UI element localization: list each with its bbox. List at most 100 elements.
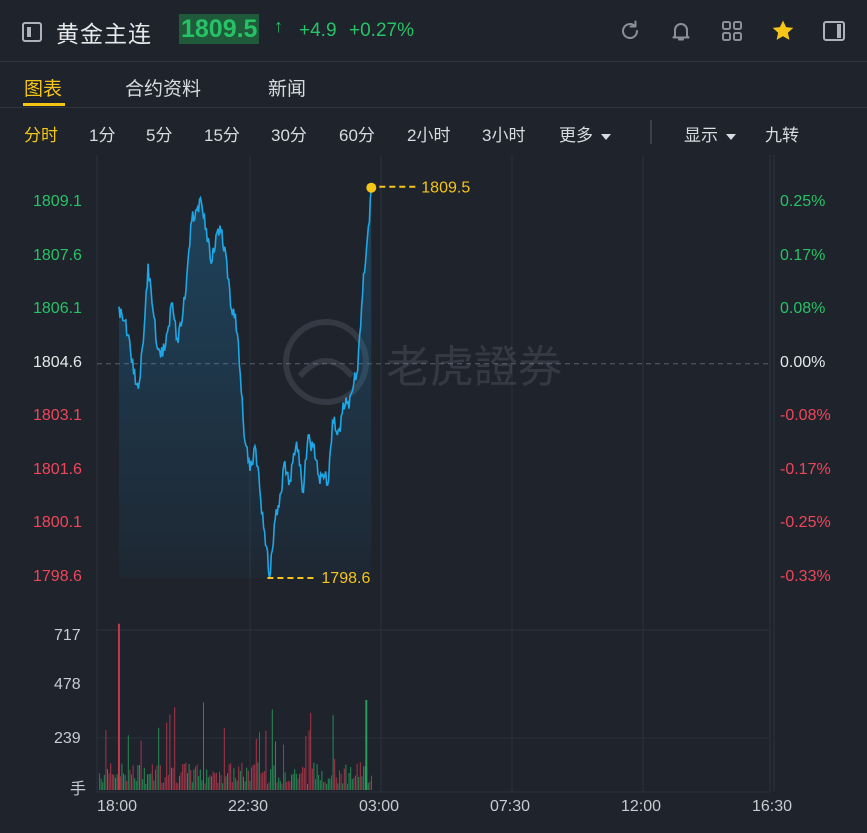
volume-bar — [227, 773, 228, 790]
star-icon[interactable] — [770, 18, 796, 44]
period-3hour[interactable]: 3小时 — [482, 126, 526, 145]
volume-bar — [142, 779, 144, 790]
volume-bar — [196, 764, 198, 790]
nine-turn-button[interactable]: 九转 — [765, 126, 799, 145]
volume-bar — [191, 782, 193, 790]
volume-bar — [222, 783, 224, 790]
volume-bar — [345, 764, 347, 790]
volume-bar — [236, 780, 238, 790]
volume-bar — [273, 765, 275, 790]
tab-news[interactable]: 新闻 — [268, 79, 307, 100]
panel-icon[interactable] — [22, 22, 42, 42]
volume-bar — [329, 778, 331, 790]
volume-bar — [353, 777, 355, 790]
volume-bar — [150, 773, 152, 790]
tab-bar: 图表 合约资料 新闻 — [0, 62, 867, 108]
period-60min[interactable]: 60分 — [339, 126, 375, 145]
volume-bar — [166, 722, 168, 790]
period-15min[interactable]: 15分 — [204, 126, 240, 145]
tab-contract-info[interactable]: 合约资料 — [125, 79, 202, 100]
volume-bar — [223, 727, 225, 790]
volume-bar — [326, 783, 328, 790]
time-tick-label: 18:00 — [97, 798, 138, 815]
volume-unit-label: 手 — [70, 781, 87, 798]
volume-bar — [108, 773, 110, 790]
volume-bar — [116, 774, 118, 790]
volume-bar — [263, 771, 265, 790]
volume-bar — [297, 778, 299, 790]
volume-bar — [179, 775, 180, 790]
period-2hour[interactable]: 2小时 — [407, 126, 451, 145]
grid-icon[interactable] — [719, 18, 745, 44]
volume-bar — [303, 768, 305, 790]
volume-bar — [225, 776, 227, 790]
period-30min[interactable]: 30分 — [271, 126, 307, 145]
volume-bar — [327, 778, 329, 790]
instrument-title: 黄金主连 — [56, 21, 152, 47]
volume-bar — [132, 765, 134, 790]
watermark: 老虎證券 — [283, 319, 562, 405]
volume-bar — [252, 765, 254, 790]
volume-bar — [103, 775, 105, 790]
refresh-icon[interactable] — [617, 18, 643, 44]
period-5min[interactable]: 5分 — [146, 126, 173, 145]
volume-bar — [175, 782, 177, 790]
volume-bar — [183, 764, 185, 790]
volume-bar — [139, 765, 140, 790]
volume-bar — [363, 766, 364, 790]
volume-bar — [111, 774, 113, 790]
price-tick-label: 1801.6 — [33, 460, 82, 478]
display-dropdown[interactable]: 显示 — [684, 121, 736, 146]
bell-icon[interactable] — [668, 18, 694, 44]
volume-bar — [215, 772, 217, 790]
volume-bar — [209, 775, 211, 790]
tab-chart[interactable]: 图表 — [24, 79, 63, 100]
period-1min[interactable]: 1分 — [89, 126, 116, 145]
time-tick-label: 16:30 — [752, 798, 793, 815]
volume-bar — [198, 775, 200, 790]
volume-bar — [243, 776, 244, 790]
volume-bar — [206, 769, 208, 790]
volume-bar — [367, 783, 369, 790]
volume-bar — [238, 766, 240, 790]
volume-bar — [169, 714, 171, 790]
sidebar-toggle-icon[interactable] — [821, 18, 847, 44]
volume-bar — [164, 777, 166, 790]
time-tick-label: 03:00 — [359, 798, 400, 815]
volume-bar — [337, 783, 339, 790]
display-label: 显示 — [684, 126, 718, 145]
volume-bar — [316, 764, 318, 790]
volume-bar — [255, 738, 257, 790]
volume-bars — [99, 623, 372, 790]
volume-bar — [319, 780, 321, 790]
percent-tick-label: 0.00% — [780, 353, 826, 371]
volume-bar — [233, 768, 235, 790]
volume-bar — [140, 740, 142, 790]
volume-bar — [131, 774, 132, 790]
volume-bar — [203, 702, 204, 790]
volume-bar — [228, 764, 230, 790]
period-timeshare[interactable]: 分时 — [24, 126, 58, 145]
volume-bar — [299, 773, 300, 790]
volume-bar — [235, 777, 236, 790]
volume-bar — [171, 767, 172, 790]
volume-bar — [279, 780, 281, 790]
period-bar: 分时 1分 5分 15分 30分 60分 2小时 3小时 更多 显示 九转 — [0, 108, 867, 154]
volume-bar — [351, 779, 353, 790]
volume-bar — [313, 762, 315, 790]
volume-bar — [115, 777, 116, 790]
volume-bar — [102, 782, 104, 790]
more-dropdown[interactable]: 更多 — [559, 121, 611, 146]
volume-bar — [148, 774, 150, 790]
volume-bar — [219, 771, 220, 790]
volume-tick-label: 717 — [54, 627, 81, 644]
volume-bar — [270, 769, 272, 790]
volume-bar — [107, 769, 108, 790]
watermark-text: 老虎證券 — [386, 343, 562, 392]
price-tick-label: 1804.6 — [33, 353, 82, 371]
volume-bar — [271, 709, 273, 790]
volume-bar — [239, 771, 241, 790]
volume-bar — [339, 770, 340, 790]
volume-bar — [311, 768, 313, 790]
